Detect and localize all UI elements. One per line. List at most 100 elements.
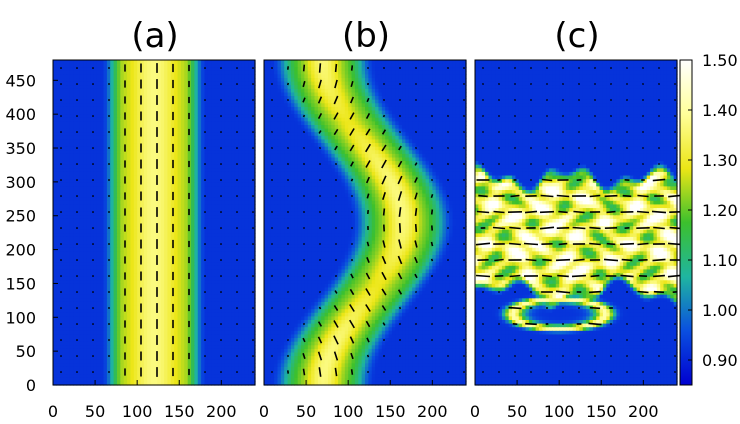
heatmap-cell [93, 85, 98, 90]
heatmap-cell [228, 153, 233, 159]
heatmap-cell [106, 132, 111, 137]
heatmap-cell [167, 63, 172, 68]
heatmap-cell [56, 110, 61, 115]
heatmap-cell [93, 139, 98, 144]
heatmap-cell [251, 153, 256, 159]
heatmap-cell [53, 157, 57, 162]
heatmap-cell [66, 153, 71, 159]
heatmap-cell [221, 110, 226, 115]
heatmap-cell [248, 78, 253, 83]
heatmap-cell [214, 186, 219, 191]
heatmap-cell [140, 171, 145, 177]
heatmap-cell [123, 106, 128, 112]
heatmap-cell [164, 78, 169, 83]
heatmap-cell [79, 132, 84, 137]
heatmap-cell [86, 171, 91, 177]
heatmap-cell [100, 186, 105, 191]
heatmap-cell [234, 157, 239, 162]
heatmap-cell [197, 135, 202, 141]
heatmap-cell [238, 161, 243, 166]
heatmap-cell [201, 67, 206, 72]
heatmap-cell [127, 74, 132, 79]
heatmap-cell [63, 110, 68, 115]
heatmap-cell [90, 161, 94, 166]
heatmap-cell [53, 175, 57, 180]
heatmap-cell [90, 182, 94, 187]
heatmap-cell [194, 139, 199, 144]
heatmap-cell [123, 139, 128, 144]
heatmap-cell [184, 96, 189, 101]
heatmap-cell [214, 110, 219, 115]
heatmap-cell [167, 110, 172, 115]
heatmap-cell [167, 161, 172, 166]
heatmap-cell [157, 70, 162, 76]
heatmap-cell [224, 85, 229, 90]
heatmap-cell [184, 67, 189, 72]
heatmap-cell [140, 135, 145, 141]
heatmap-cell [221, 74, 226, 79]
heatmap-cell [96, 164, 101, 169]
heatmap-cell [241, 121, 246, 126]
heatmap-cell [174, 114, 179, 119]
heatmap-cell [187, 168, 192, 173]
heatmap-cell [224, 135, 229, 141]
heatmap-cell [187, 182, 192, 187]
heatmap-cell [150, 132, 155, 137]
heatmap-cell [231, 81, 236, 86]
heatmap-cell [248, 85, 253, 90]
heatmap-cell [174, 182, 179, 187]
heatmap-cell [217, 128, 222, 133]
heatmap-cell [130, 85, 135, 90]
heatmap-cell [63, 63, 68, 68]
heatmap-cell [234, 110, 239, 115]
heatmap-cell [86, 103, 91, 108]
heatmap-cell [211, 121, 216, 126]
heatmap-cell [116, 81, 121, 86]
heatmap-cell [180, 78, 185, 83]
heatmap-cell [194, 78, 199, 83]
heatmap-cell [66, 121, 71, 126]
heatmap-cell [66, 85, 71, 90]
heatmap-cell [157, 99, 162, 104]
heatmap-cell [207, 161, 212, 166]
heatmap-cell [100, 60, 105, 65]
heatmap-cell [150, 70, 155, 76]
heatmap-cell [248, 179, 253, 184]
heatmap-cell [103, 63, 108, 68]
heatmap-cell [86, 125, 91, 130]
heatmap-cell [76, 175, 81, 180]
heatmap-cell [228, 106, 233, 112]
heatmap-cell [180, 85, 185, 90]
heatmap-cell [69, 175, 74, 180]
heatmap-cell [207, 103, 212, 108]
heatmap-cell [184, 92, 189, 97]
heatmap-cell [110, 85, 115, 90]
heatmap-cell [228, 161, 233, 166]
heatmap-cell [63, 103, 68, 108]
heatmap-cell [150, 81, 155, 86]
heatmap-cell [123, 171, 128, 177]
heatmap-cell [180, 179, 185, 184]
heatmap-cell [177, 135, 182, 141]
heatmap-cell [231, 139, 236, 144]
heatmap-cell [154, 99, 158, 104]
heatmap-cell [164, 106, 169, 112]
heatmap-cell [130, 81, 135, 86]
heatmap-cell [164, 60, 169, 65]
heatmap-cell [191, 114, 195, 119]
heatmap-cell [123, 182, 128, 187]
heatmap-cell [83, 164, 88, 169]
heatmap-cell [103, 114, 108, 119]
heatmap-cell [59, 125, 64, 130]
heatmap-cell [140, 132, 145, 137]
heatmap-cell [241, 146, 246, 151]
heatmap-cell [90, 78, 94, 83]
heatmap-cell [140, 70, 145, 76]
heatmap-cell [143, 88, 148, 94]
heatmap-cell [177, 106, 182, 112]
heatmap-cell [140, 74, 145, 79]
heatmap-cell [130, 67, 135, 72]
heatmap-cell [103, 132, 108, 137]
heatmap-cell [174, 143, 179, 148]
heatmap-cell [164, 67, 169, 72]
